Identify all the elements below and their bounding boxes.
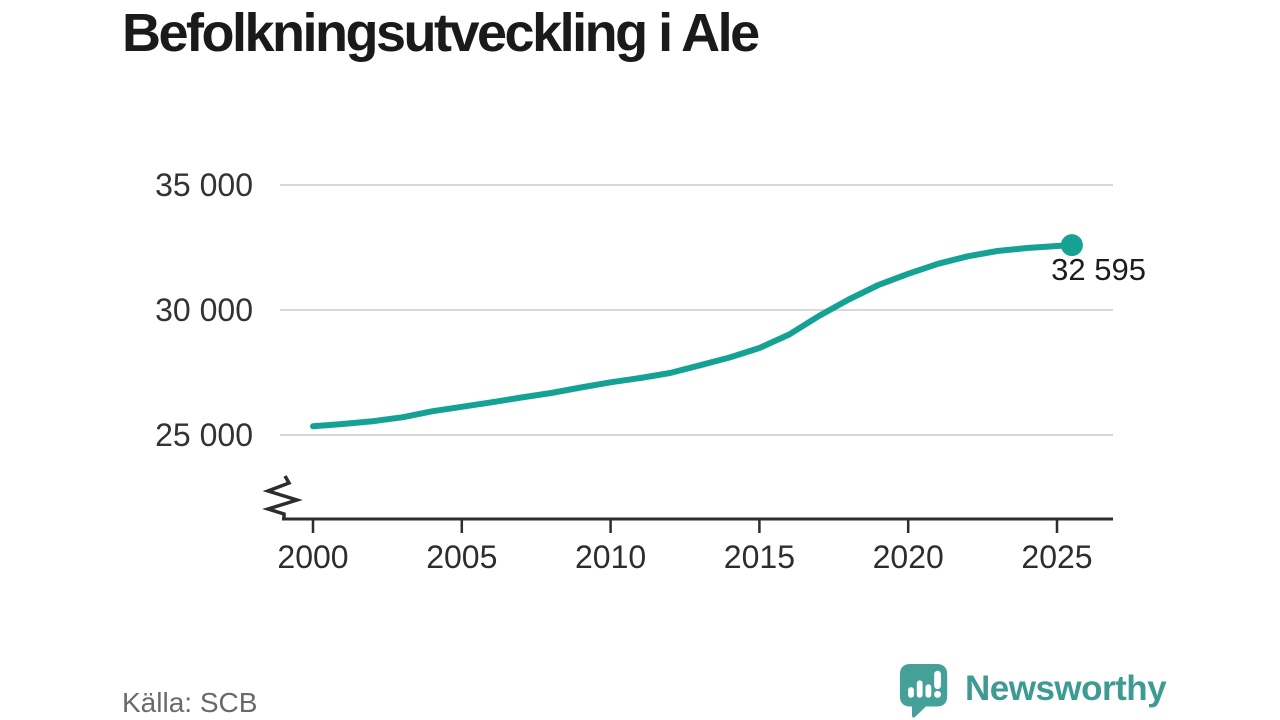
chart-title: Befolkningsutveckling i Ale <box>122 3 760 63</box>
end-point-value-label: 32 595 <box>1051 252 1146 287</box>
end-point-marker <box>1060 234 1083 257</box>
x-tick-label: 2025 <box>1021 539 1092 575</box>
population-series-line <box>310 242 1075 430</box>
source-caption: Källa: SCB <box>122 687 258 718</box>
bar-chart-speech-bubble-icon <box>899 663 948 718</box>
x-tick-label: 2015 <box>724 539 795 575</box>
y-tick-label: 25 000 <box>155 417 253 453</box>
x-tick-label: 2005 <box>426 539 497 575</box>
y-tick-label: 35 000 <box>155 167 253 203</box>
newsworthy-logo: Newsworthy <box>897 662 1167 720</box>
brand-name: Newsworthy <box>965 669 1167 708</box>
axis-break-icon <box>262 475 303 518</box>
x-tick-label: 2020 <box>873 539 944 575</box>
x-tick-label: 2000 <box>277 539 348 575</box>
y-tick-label: 30 000 <box>155 292 253 328</box>
x-tick-label: 2010 <box>575 539 646 575</box>
